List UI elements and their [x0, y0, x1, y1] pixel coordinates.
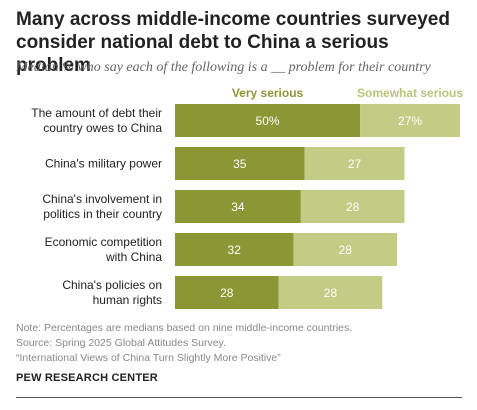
bar-somewhat-serious [360, 104, 460, 137]
data-label: 28 [339, 243, 353, 257]
category-label-line: China's policies on [62, 278, 162, 292]
category-label: China's military power [45, 157, 162, 171]
bar-somewhat-serious [278, 276, 383, 309]
report-title-text: “International Views of China Turn Sligh… [16, 352, 281, 364]
category-label: China's policies on human rights [62, 278, 162, 307]
bar-very-serious [175, 147, 305, 180]
category-label-line: human rights [93, 293, 162, 307]
bar-chart: Very serious Somewhat serious The amount o… [31, 86, 463, 309]
chart-title: Many across middle-income countries surv… [16, 9, 450, 76]
legend-label: Very serious [232, 86, 304, 100]
data-label: 34 [231, 200, 245, 214]
chart-notes: Note: Percentages are medians based on n… [16, 321, 352, 366]
data-label: 35 [233, 157, 247, 171]
bar-very-serious [175, 276, 279, 309]
data-label: 27% [398, 114, 422, 128]
bar-somewhat-serious [304, 147, 405, 180]
data-label: 28 [220, 286, 234, 300]
category-label-line: country owes to China [43, 121, 162, 135]
bar-somewhat-serious [300, 190, 405, 223]
data-label: 28 [346, 200, 360, 214]
brand-logo-text: PEW RESEARCH CENTER [16, 372, 158, 384]
category-label: The amount of debt their country owes to … [31, 106, 162, 135]
chart-subtitle: Median % who say each of the following i… [16, 60, 431, 75]
data-label: 28 [324, 286, 338, 300]
note-text: Note: Percentages are medians based on n… [16, 322, 353, 334]
category-label-line: The amount of debt their [31, 106, 162, 120]
bar-very-serious [175, 233, 294, 266]
legend-label: Somewhat serious [357, 86, 463, 100]
category-label-line: with China [105, 250, 162, 264]
bar-very-serious [175, 190, 301, 223]
data-label: 32 [228, 243, 242, 257]
bar-somewhat-serious [293, 233, 398, 266]
category-label: Economic competition with China [45, 235, 163, 264]
category-label-line: politics in their country [43, 207, 162, 221]
data-label: 50% [256, 114, 280, 128]
bottom-divider [16, 397, 462, 398]
category-label-line: China's involvement in [42, 192, 162, 206]
category-label-line: Economic competition [45, 235, 162, 249]
data-label: 27 [348, 157, 362, 171]
category-label-line: China's military power [45, 157, 162, 171]
bar-very-serious [175, 104, 361, 137]
source-text: Source: Spring 2025 Global Attitudes Sur… [16, 337, 226, 349]
category-label: China's involvement in politics in their … [42, 192, 162, 221]
